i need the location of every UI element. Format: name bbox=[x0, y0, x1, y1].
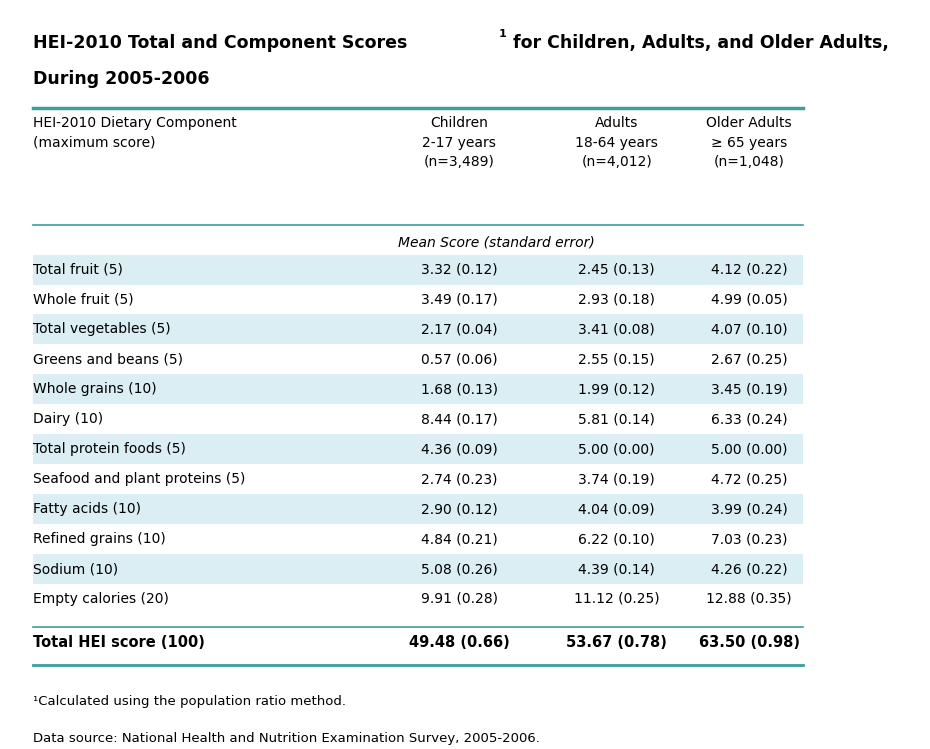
Text: HEI-2010 Dietary Component
(maximum score): HEI-2010 Dietary Component (maximum scor… bbox=[33, 116, 237, 150]
Text: 3.49 (0.17): 3.49 (0.17) bbox=[421, 292, 498, 306]
Text: Whole fruit (5): Whole fruit (5) bbox=[33, 292, 134, 306]
Text: 0.57 (0.06): 0.57 (0.06) bbox=[421, 352, 498, 366]
Text: Data source: National Health and Nutrition Examination Survey, 2005-2006.: Data source: National Health and Nutriti… bbox=[33, 733, 540, 745]
Text: ¹Calculated using the population ratio method.: ¹Calculated using the population ratio m… bbox=[33, 695, 346, 708]
Text: 4.72 (0.25): 4.72 (0.25) bbox=[711, 472, 788, 486]
Text: 6.22 (0.10): 6.22 (0.10) bbox=[578, 532, 655, 546]
Bar bbox=[33, 315, 803, 345]
Text: Total vegetables (5): Total vegetables (5) bbox=[33, 322, 171, 336]
Text: 4.04 (0.09): 4.04 (0.09) bbox=[578, 502, 655, 516]
Bar bbox=[33, 255, 803, 285]
Bar bbox=[33, 434, 803, 464]
Text: 2.67 (0.25): 2.67 (0.25) bbox=[711, 352, 788, 366]
Text: Greens and beans (5): Greens and beans (5) bbox=[33, 352, 183, 366]
Text: 49.48 (0.66): 49.48 (0.66) bbox=[409, 635, 510, 650]
Text: 1.99 (0.12): 1.99 (0.12) bbox=[578, 382, 656, 396]
Text: Older Adults
≥ 65 years
(n=1,048): Older Adults ≥ 65 years (n=1,048) bbox=[706, 116, 792, 169]
Text: 4.39 (0.14): 4.39 (0.14) bbox=[578, 562, 655, 576]
Text: Sodium (10): Sodium (10) bbox=[33, 562, 118, 576]
Text: Total fruit (5): Total fruit (5) bbox=[33, 263, 123, 276]
Text: 5.08 (0.26): 5.08 (0.26) bbox=[421, 562, 498, 576]
Text: 8.44 (0.17): 8.44 (0.17) bbox=[421, 412, 498, 426]
Text: 4.12 (0.22): 4.12 (0.22) bbox=[711, 263, 788, 276]
Text: Mean Score (standard error): Mean Score (standard error) bbox=[398, 235, 595, 249]
Text: 2.45 (0.13): 2.45 (0.13) bbox=[578, 263, 655, 276]
Text: 3.41 (0.08): 3.41 (0.08) bbox=[578, 322, 655, 336]
Text: 2.93 (0.18): 2.93 (0.18) bbox=[578, 292, 655, 306]
Text: 4.26 (0.22): 4.26 (0.22) bbox=[711, 562, 788, 576]
Text: 5.00 (0.00): 5.00 (0.00) bbox=[578, 442, 655, 456]
Text: Dairy (10): Dairy (10) bbox=[33, 412, 103, 426]
Text: 4.07 (0.10): 4.07 (0.10) bbox=[711, 322, 788, 336]
Bar bbox=[33, 374, 803, 404]
Text: 2.90 (0.12): 2.90 (0.12) bbox=[421, 502, 498, 516]
Text: 2.74 (0.23): 2.74 (0.23) bbox=[421, 472, 498, 486]
Text: 5.81 (0.14): 5.81 (0.14) bbox=[578, 412, 655, 426]
Text: 9.91 (0.28): 9.91 (0.28) bbox=[421, 592, 498, 606]
Text: 4.84 (0.21): 4.84 (0.21) bbox=[421, 532, 498, 546]
Text: for Children, Adults, and Older Adults,: for Children, Adults, and Older Adults, bbox=[507, 34, 888, 52]
Text: Children
2-17 years
(n=3,489): Children 2-17 years (n=3,489) bbox=[422, 116, 497, 169]
Text: HEI-2010 Total and Component Scores: HEI-2010 Total and Component Scores bbox=[33, 34, 407, 52]
Text: 7.03 (0.23): 7.03 (0.23) bbox=[711, 532, 788, 546]
Text: During 2005-2006: During 2005-2006 bbox=[33, 70, 209, 88]
Text: 1: 1 bbox=[498, 29, 506, 39]
Text: Total HEI score (100): Total HEI score (100) bbox=[33, 635, 205, 650]
Text: 3.32 (0.12): 3.32 (0.12) bbox=[421, 263, 498, 276]
Text: Total protein foods (5): Total protein foods (5) bbox=[33, 442, 186, 456]
Text: 12.88 (0.35): 12.88 (0.35) bbox=[706, 592, 792, 606]
Bar bbox=[33, 554, 803, 584]
Text: Seafood and plant proteins (5): Seafood and plant proteins (5) bbox=[33, 472, 246, 486]
Text: 53.67 (0.78): 53.67 (0.78) bbox=[566, 635, 667, 650]
Text: 3.99 (0.24): 3.99 (0.24) bbox=[711, 502, 788, 516]
Text: 2.17 (0.04): 2.17 (0.04) bbox=[421, 322, 498, 336]
Text: 4.36 (0.09): 4.36 (0.09) bbox=[421, 442, 498, 456]
Text: 63.50 (0.98): 63.50 (0.98) bbox=[698, 635, 800, 650]
Text: 2.55 (0.15): 2.55 (0.15) bbox=[578, 352, 655, 366]
Text: 3.74 (0.19): 3.74 (0.19) bbox=[578, 472, 655, 486]
Text: 4.99 (0.05): 4.99 (0.05) bbox=[711, 292, 788, 306]
Text: Empty calories (20): Empty calories (20) bbox=[33, 592, 169, 606]
Text: 5.00 (0.00): 5.00 (0.00) bbox=[711, 442, 788, 456]
Text: Refined grains (10): Refined grains (10) bbox=[33, 532, 166, 546]
Text: Whole grains (10): Whole grains (10) bbox=[33, 382, 157, 396]
Text: 11.12 (0.25): 11.12 (0.25) bbox=[574, 592, 659, 606]
Bar bbox=[33, 494, 803, 524]
Text: 3.45 (0.19): 3.45 (0.19) bbox=[711, 382, 788, 396]
Text: Fatty acids (10): Fatty acids (10) bbox=[33, 502, 141, 516]
Text: 6.33 (0.24): 6.33 (0.24) bbox=[711, 412, 788, 426]
Text: 1.68 (0.13): 1.68 (0.13) bbox=[421, 382, 498, 396]
Text: Adults
18-64 years
(n=4,012): Adults 18-64 years (n=4,012) bbox=[576, 116, 658, 169]
